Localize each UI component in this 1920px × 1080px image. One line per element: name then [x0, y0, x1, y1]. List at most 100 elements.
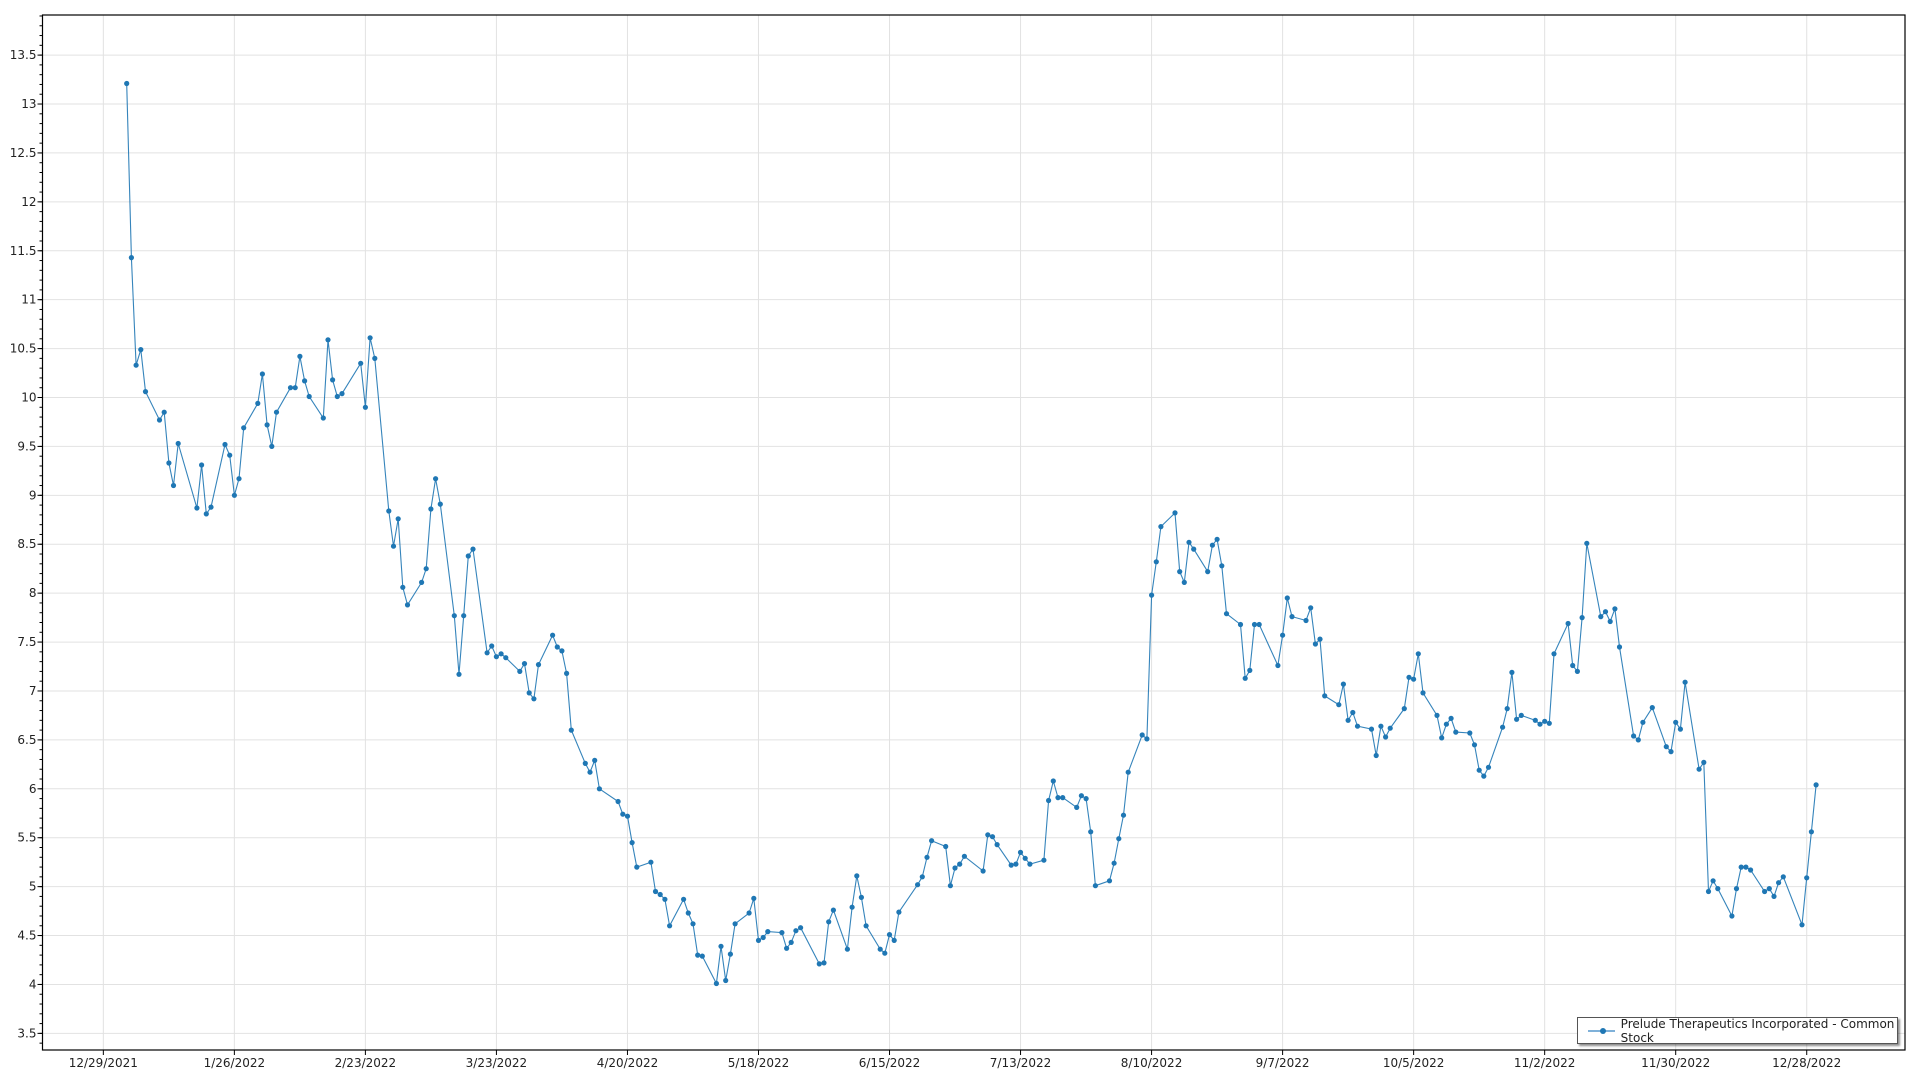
x-tick-label: 8/10/2022	[1121, 1056, 1183, 1070]
data-point	[1411, 676, 1417, 682]
data-point	[891, 937, 897, 944]
legend-label: Prelude Therapeutics Incorporated - Comm…	[1620, 1016, 1895, 1045]
y-tick-label: 12	[21, 195, 36, 209]
data-point	[297, 353, 303, 359]
data-point	[1046, 797, 1052, 804]
data-point	[175, 440, 181, 447]
y-tick-label: 5.5	[17, 831, 36, 845]
data-point	[1808, 829, 1814, 835]
data-point	[882, 950, 888, 956]
data-point	[765, 929, 771, 935]
data-point	[915, 882, 921, 888]
data-point	[498, 651, 504, 657]
data-point	[227, 452, 233, 458]
data-point	[723, 977, 729, 984]
data-point	[746, 910, 752, 916]
data-point	[1345, 717, 1351, 723]
data-point	[1017, 849, 1024, 856]
data-point	[1668, 749, 1674, 755]
data-point	[386, 508, 392, 514]
data-point	[1120, 812, 1127, 818]
data-point	[1813, 782, 1819, 788]
data-point	[1631, 733, 1637, 739]
data-point	[423, 566, 429, 572]
data-point	[484, 650, 490, 656]
data-point	[1027, 861, 1033, 867]
data-point	[1219, 563, 1225, 569]
data-point	[849, 904, 855, 910]
data-point	[287, 385, 294, 391]
data-point	[1322, 693, 1328, 699]
data-point	[1504, 706, 1510, 712]
data-point	[1336, 702, 1342, 708]
y-tick-label: 12.5	[10, 146, 37, 160]
data-point	[620, 811, 626, 817]
data-point	[1041, 857, 1047, 863]
data-point	[428, 506, 434, 512]
data-point	[615, 798, 621, 805]
data-point	[718, 943, 724, 949]
data-point	[1514, 716, 1520, 722]
data-point	[568, 727, 574, 733]
data-point	[1467, 730, 1473, 736]
data-point	[564, 670, 570, 677]
data-point	[1153, 559, 1159, 565]
data-point	[231, 492, 237, 498]
data-point	[1799, 922, 1805, 928]
data-point	[1116, 836, 1122, 842]
data-point	[535, 662, 542, 668]
data-point	[1247, 667, 1253, 674]
data-point	[1275, 662, 1281, 669]
data-point	[465, 553, 471, 559]
data-point	[943, 843, 949, 850]
data-point	[1406, 674, 1412, 680]
data-point	[1518, 712, 1524, 719]
data-point	[1485, 764, 1492, 770]
data-point	[166, 460, 172, 466]
data-point	[437, 501, 443, 507]
data-point	[208, 504, 214, 510]
data-point	[1434, 712, 1440, 719]
data-point	[554, 644, 560, 650]
data-point	[273, 409, 280, 415]
y-tick-label: 6	[29, 782, 37, 796]
y-tick-label: 13.5	[10, 48, 37, 62]
data-point	[1546, 720, 1552, 726]
data-point	[1579, 615, 1585, 621]
data-point	[451, 613, 457, 619]
data-point	[854, 873, 860, 879]
y-tick-label: 7	[29, 684, 37, 698]
x-tick-label: 1/26/2022	[204, 1056, 266, 1070]
data-point	[1439, 735, 1445, 741]
data-point	[334, 393, 340, 400]
data-point	[1598, 614, 1604, 620]
data-point	[1471, 742, 1478, 748]
data-point	[652, 888, 659, 895]
data-point	[1762, 888, 1768, 895]
data-point	[1677, 726, 1683, 732]
data-point	[947, 883, 954, 889]
x-tick-label: 7/13/2022	[990, 1056, 1052, 1070]
x-tick-label: 11/2/2022	[1514, 1056, 1576, 1070]
data-point	[1401, 706, 1407, 712]
data-point	[367, 335, 373, 341]
data-point	[1607, 618, 1613, 625]
y-tick-label: 6.5	[17, 733, 36, 747]
data-point	[1663, 744, 1669, 750]
data-point	[1415, 651, 1421, 657]
x-tick-label: 6/15/2022	[859, 1056, 921, 1070]
data-point	[952, 865, 958, 871]
data-point	[788, 939, 794, 946]
data-point	[1368, 726, 1375, 732]
data-point	[1139, 732, 1145, 738]
data-point	[587, 769, 593, 775]
data-point	[667, 923, 673, 929]
y-tick-label: 10	[21, 391, 36, 405]
data-point	[550, 632, 556, 638]
plot-frame	[41, 14, 1906, 1051]
data-point	[264, 422, 270, 428]
data-point	[456, 671, 462, 677]
data-point	[830, 907, 837, 913]
data-point	[1060, 795, 1066, 801]
data-point	[1350, 709, 1356, 716]
